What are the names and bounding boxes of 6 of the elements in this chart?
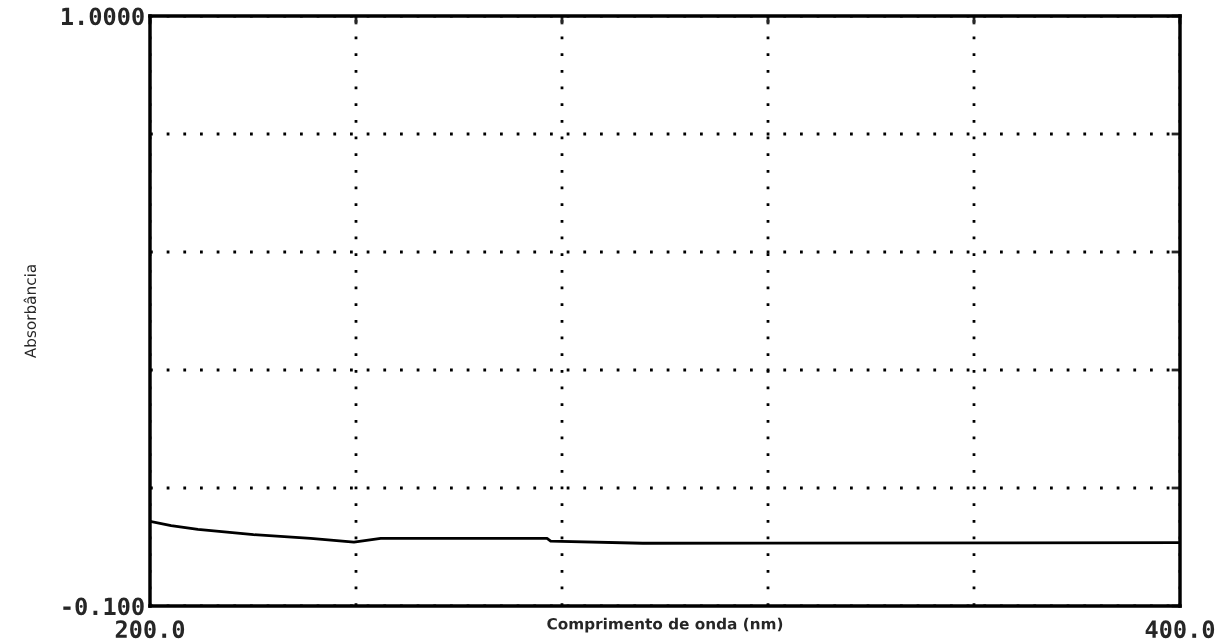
x-tick-label: 400.0 (1145, 620, 1215, 639)
y-axis-title: Absorbância (23, 265, 37, 359)
y-tick-label: 1.0000 (62, 7, 144, 26)
x-axis-title: Comprimento de onda (nm) (547, 617, 783, 633)
x-tick-label: 200.0 (115, 620, 185, 639)
y-tick-label: -0.100 (63, 597, 144, 616)
